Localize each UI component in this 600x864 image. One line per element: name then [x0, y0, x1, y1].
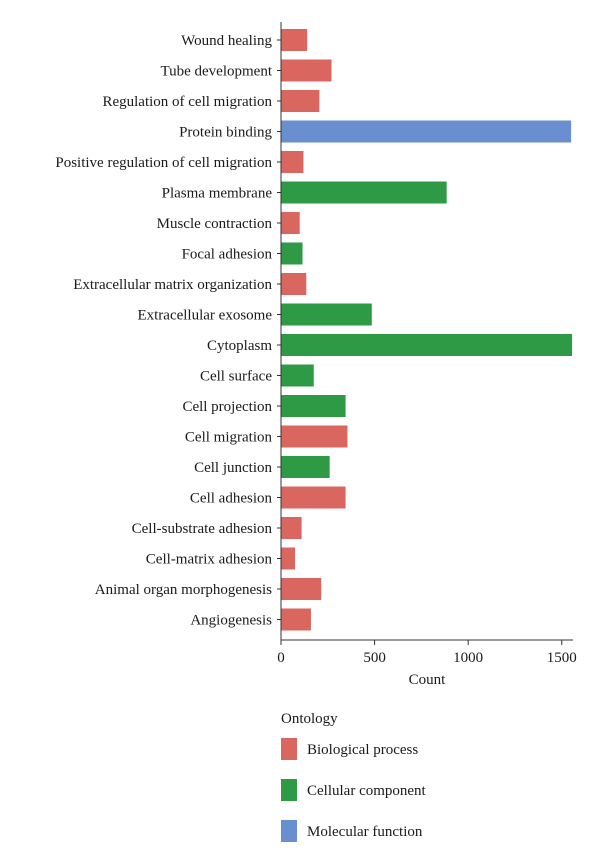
bar-protein-binding [281, 120, 572, 143]
legend-swatch-biological-process [281, 738, 297, 760]
category-label-cell-junction: Cell junction [194, 460, 272, 476]
category-label-cell-surface: Cell surface [200, 369, 272, 385]
category-label-cell-migration: Cell migration [185, 430, 273, 446]
bar-cell-adhesion [281, 486, 346, 509]
legend-title: Ontology [281, 711, 338, 727]
bar-cell-migration [281, 425, 348, 448]
category-label-protein-binding: Protein binding [179, 125, 272, 141]
x-axis: 0 500 1000 1500 [277, 22, 577, 666]
bar-cell-junction [281, 456, 330, 478]
category-label-wound-healing: Wound healing [181, 33, 272, 49]
bar-muscle-contraction [281, 212, 300, 234]
legend-swatch-molecular-function [281, 820, 297, 842]
x-tick-label: 500 [363, 650, 386, 666]
category-label-muscle-contraction: Muscle contraction [157, 216, 273, 232]
category-label-cytoplasm: Cytoplasm [207, 338, 272, 354]
category-label-extracellular-exosome: Extracellular exosome [137, 308, 272, 324]
category-label-cell-projection: Cell projection [182, 399, 272, 415]
category-label-cell-substrate-adhesion: Cell-substrate adhesion [132, 521, 273, 537]
bar-cell-matrix-adhesion [281, 547, 296, 570]
bar-angiogenesis [281, 608, 311, 631]
legend-label-biological-process: Biological process [307, 742, 418, 758]
bar-cell-substrate-adhesion [281, 517, 302, 539]
category-label-positive-regulation-of-cell-migration: Positive regulation of cell migration [55, 155, 272, 171]
bars-layer [281, 29, 573, 631]
bar-animal-organ-morphogenesis [281, 578, 322, 600]
bar-wound-healing [281, 29, 308, 51]
category-label-focal-adhesion: Focal adhesion [182, 247, 273, 263]
bar-regulation-of-cell-migration [281, 90, 320, 112]
category-label-animal-organ-morphogenesis: Animal organ morphogenesis [95, 582, 272, 598]
bar-tube-development [281, 59, 332, 82]
category-label-cell-matrix-adhesion: Cell-matrix adhesion [146, 552, 273, 568]
category-labels: Wound healing Tube development Regulation … [55, 33, 272, 629]
bar-cell-surface [281, 364, 314, 387]
bar-cytoplasm [281, 334, 573, 356]
category-label-tube-development: Tube development [160, 64, 272, 80]
category-label-regulation-of-cell-migration: Regulation of cell migration [102, 94, 272, 110]
bar-focal-adhesion [281, 242, 303, 265]
legend-label-cellular-component: Cellular component [307, 783, 427, 799]
bar-plasma-membrane [281, 181, 447, 204]
bar-extracellular-exosome [281, 303, 372, 326]
category-label-angiogenesis: Angiogenesis [190, 613, 272, 629]
legend-label-molecular-function: Molecular function [307, 824, 423, 840]
x-tick-label: 1000 [453, 650, 483, 666]
x-axis-title: Count [409, 672, 447, 688]
x-tick-label: 1500 [547, 650, 577, 666]
bar-positive-regulation-of-cell-migration [281, 151, 304, 173]
category-label-extracellular-matrix-organization: Extracellular matrix organization [73, 277, 272, 293]
x-tick-label: 0 [277, 650, 285, 666]
bar-extracellular-matrix-organization [281, 273, 307, 295]
bar-cell-projection [281, 395, 346, 417]
legend-swatch-cellular-component [281, 779, 297, 801]
legend: Ontology Biological process Cellular comp… [281, 711, 427, 842]
category-label-plasma-membrane: Plasma membrane [162, 186, 273, 202]
category-label-cell-adhesion: Cell adhesion [190, 491, 273, 507]
